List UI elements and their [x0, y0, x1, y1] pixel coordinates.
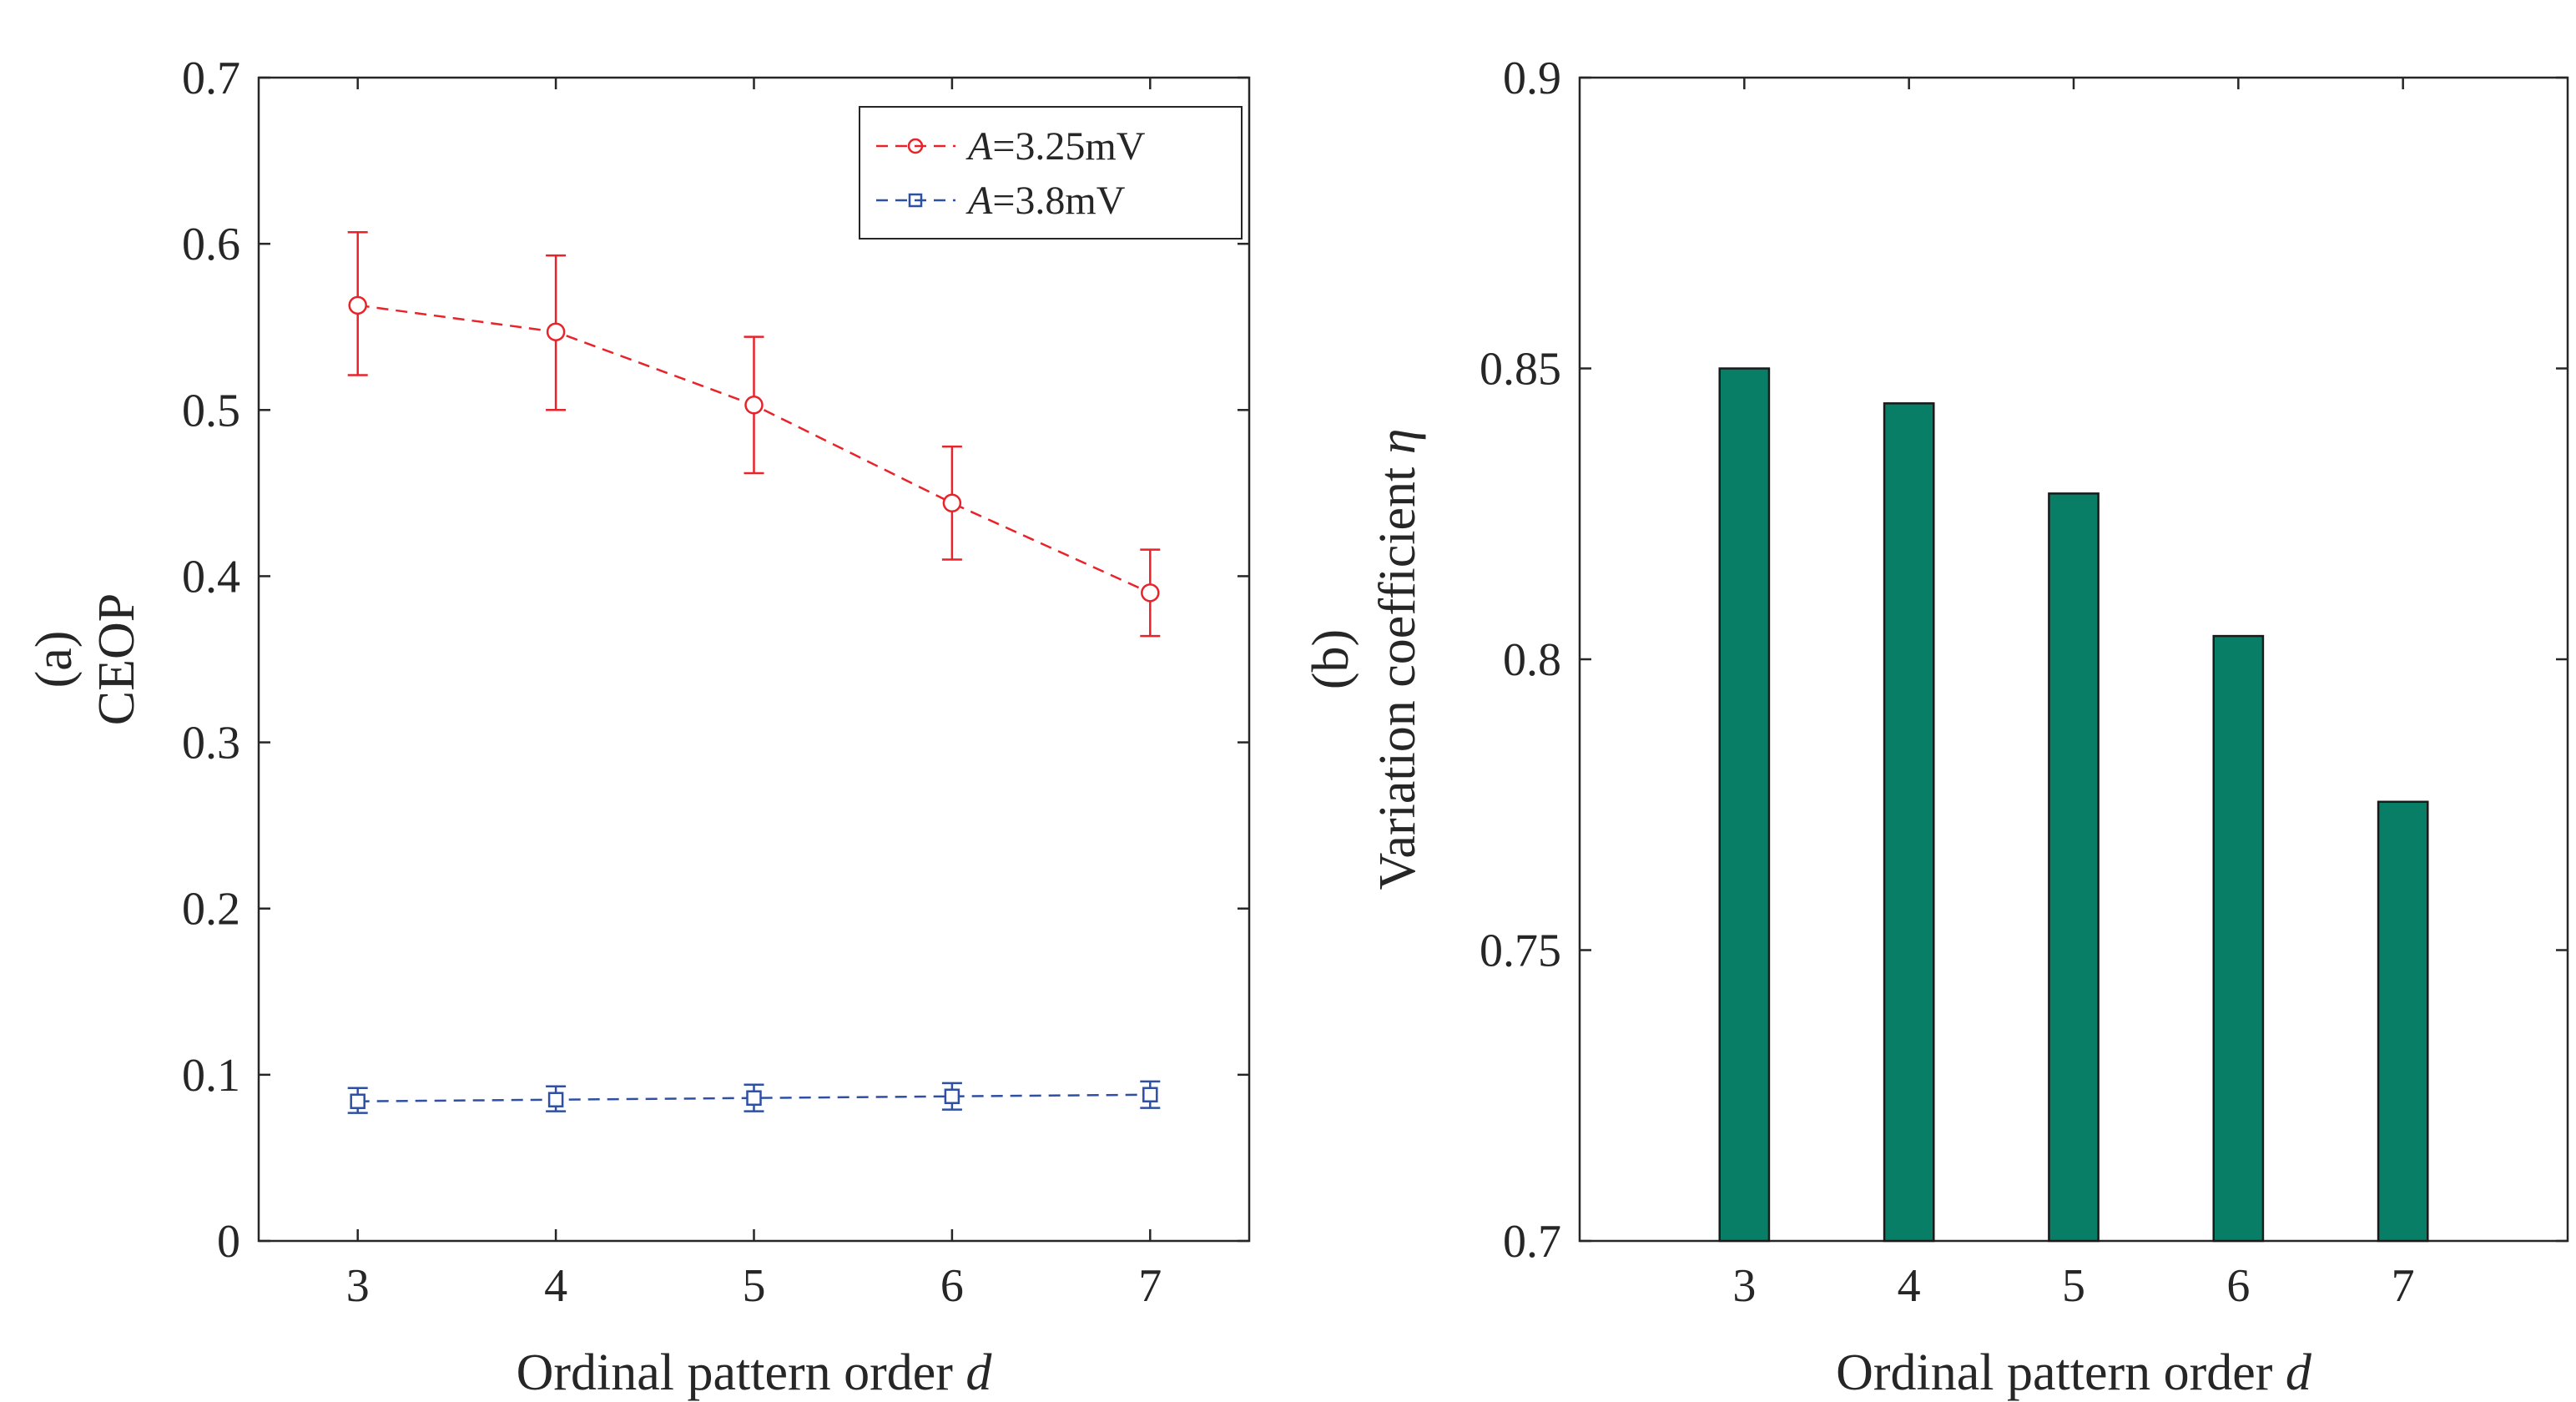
panel-a-x-tick-label: 5 [743, 1260, 766, 1312]
panel-a-y-axis-label: (a) CEOP [26, 593, 145, 725]
panel-b-y-axis-variable: η [1369, 429, 1426, 455]
legend-var-series-1: A [965, 124, 993, 169]
panel-a-y-tick-label: 0.2 [182, 884, 240, 936]
panel-b-y-tick-label: 0.8 [1503, 634, 1561, 686]
data-point-circle [942, 493, 962, 513]
panel-b-bars [1718, 367, 2429, 1243]
panel-a-y-tick-label: 0.7 [182, 53, 240, 104]
panel-b-x-tick-label: 5 [2062, 1260, 2085, 1312]
bar-d-5 [2048, 492, 2100, 1243]
legend-var-series-2: A [965, 179, 993, 223]
bar-d-3 [1718, 367, 1771, 1243]
panel-a-series [347, 230, 1161, 1114]
data-point-circle [546, 322, 566, 341]
panel-b-x-axis-label: Ordinal pattern order d [1836, 1344, 2312, 1401]
legend-value-series-2: =3.8mV [992, 179, 1125, 223]
panel-a-x-tick-label: 7 [1138, 1260, 1162, 1312]
legend: A=3.25mV A=3.8mV [859, 106, 1243, 240]
panel-a-x-axis-variable: d [965, 1344, 992, 1401]
legend-circle-marker [907, 138, 924, 154]
panel-b-x-axis-text: Ordinal pattern order [1836, 1344, 2273, 1401]
panel-b-y-tick-label: 0.85 [1480, 344, 1561, 396]
panel-a-y-tick-label: 0.5 [182, 385, 240, 436]
legend-label-series-1: A=3.25mV [965, 124, 1146, 169]
series-2 [347, 1080, 1161, 1114]
data-point-circle [348, 295, 367, 315]
panel-a-y-axis-text: CEOP [88, 593, 145, 725]
panel-a-line-chart: 00.10.20.30.40.50.60.73 4 5 6 7 A=3.25mV A=3… [26, 53, 1251, 1401]
legend-entry-series-2: A=3.8mV [876, 179, 1126, 223]
bar-d-7 [2377, 800, 2429, 1243]
panel-b-x-tick-label: 3 [1732, 1260, 1756, 1312]
panel-b-y-axis-text: Variation coefficient η [1369, 429, 1426, 890]
bar-d-4 [1883, 402, 1935, 1243]
panel-b-x-axis-variable: d [2286, 1344, 2312, 1401]
panel-b-x-tick-label: 7 [2392, 1260, 2415, 1312]
panel-a-x-axis-text: Ordinal pattern order [517, 1344, 954, 1401]
panel-b-y-tick-label: 0.7 [1503, 1216, 1561, 1268]
series-2-line [357, 1093, 1151, 1102]
panel-a-y-tick-label: 0.4 [182, 551, 240, 603]
data-point-square [944, 1088, 960, 1104]
panel-b-y-tick-label: 0.9 [1503, 53, 1561, 104]
data-point-square [1142, 1087, 1158, 1103]
panel-b-y-axis-words: Variation coefficient [1369, 467, 1426, 890]
panel-a-label: (a) [26, 631, 83, 688]
data-point-circle [744, 396, 764, 415]
panel-b-label: (b) [1303, 629, 1359, 689]
data-point-circle [1141, 583, 1160, 603]
panel-b-x-tick-label: 6 [2226, 1260, 2250, 1312]
data-point-square [547, 1092, 564, 1107]
legend-label-series-2: A=3.8mV [965, 179, 1126, 223]
panel-a-y-tick-label: 0.6 [182, 219, 240, 270]
data-point-square [350, 1093, 365, 1109]
panel-a-x-tick-label: 3 [346, 1260, 370, 1312]
panel-a-ticks: 0 0.1 0.2 0.3 0.4 0.5 0.6 0.7 3 4 5 6 7 [182, 53, 1249, 1312]
panel-a-x-tick-label: 6 [940, 1260, 964, 1312]
panel-b-x-tick-label: 4 [1898, 1260, 1921, 1312]
bar-d-6 [2212, 634, 2265, 1243]
legend-entry-series-1: A=3.25mV [876, 124, 1146, 169]
legend-square-marker [908, 193, 923, 208]
panel-a-y-tick-label: 0.3 [182, 718, 240, 769]
legend-value-series-1: =3.25mV [992, 124, 1145, 169]
panel-a-x-tick-label: 4 [544, 1260, 567, 1312]
panel-a-y-tick-label: 0.1 [182, 1050, 240, 1102]
panel-b-ticks: 0.7 0.75 0.8 0.85 0.9 3 4 5 6 7 [1480, 53, 2568, 1312]
panel-b-bar-chart: 0.7 0.75 0.8 0.85 0.9 3 4 5 6 7 Ordinal pattern o… [1303, 53, 2569, 1401]
data-point-square [746, 1090, 762, 1106]
panel-a-x-axis-label: Ordinal pattern order d [517, 1344, 993, 1401]
panel-a-y-tick-label: 0 [217, 1216, 240, 1268]
legend-box [859, 106, 1243, 240]
panel-b-y-tick-label: 0.75 [1480, 925, 1561, 977]
panel-b-y-axis-label: (b) Variation coefficient η [1303, 429, 1426, 890]
series-1 [347, 230, 1161, 638]
